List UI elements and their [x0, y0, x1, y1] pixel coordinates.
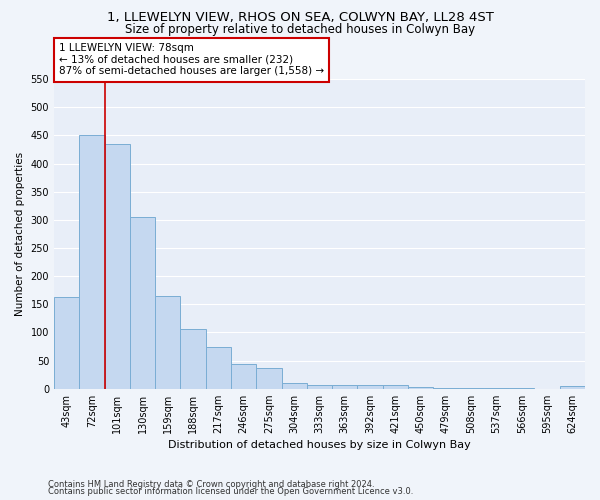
Bar [79, 136, 104, 388]
Bar [54, 297, 79, 388]
Bar [130, 216, 155, 388]
Text: Size of property relative to detached houses in Colwyn Bay: Size of property relative to detached ho… [125, 22, 475, 36]
Bar [256, 368, 281, 388]
Bar [560, 386, 585, 388]
X-axis label: Distribution of detached houses by size in Colwyn Bay: Distribution of detached houses by size … [168, 440, 471, 450]
Bar [181, 329, 206, 388]
Text: 1 LLEWELYN VIEW: 78sqm
← 13% of detached houses are smaller (232)
87% of semi-de: 1 LLEWELYN VIEW: 78sqm ← 13% of detached… [59, 43, 324, 76]
Bar [155, 296, 181, 388]
Text: Contains HM Land Registry data © Crown copyright and database right 2024.: Contains HM Land Registry data © Crown c… [48, 480, 374, 489]
Bar [358, 386, 383, 388]
Bar [383, 385, 408, 388]
Y-axis label: Number of detached properties: Number of detached properties [15, 152, 25, 316]
Text: Contains public sector information licensed under the Open Government Licence v3: Contains public sector information licen… [48, 487, 413, 496]
Text: 1, LLEWELYN VIEW, RHOS ON SEA, COLWYN BAY, LL28 4ST: 1, LLEWELYN VIEW, RHOS ON SEA, COLWYN BA… [107, 11, 493, 24]
Bar [104, 144, 130, 388]
Bar [408, 387, 433, 388]
Bar [206, 347, 231, 389]
Bar [332, 386, 358, 388]
Bar [281, 383, 307, 388]
Bar [307, 386, 332, 388]
Bar [231, 364, 256, 388]
